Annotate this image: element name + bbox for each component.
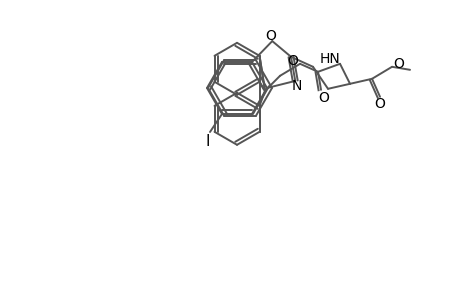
Text: I: I (205, 134, 210, 149)
Text: O: O (393, 57, 403, 71)
Text: O: O (374, 97, 385, 111)
Text: N: N (291, 79, 302, 93)
Text: O: O (264, 29, 275, 43)
Text: O: O (318, 91, 329, 105)
Text: HN: HN (319, 52, 340, 66)
Text: O: O (287, 54, 298, 68)
